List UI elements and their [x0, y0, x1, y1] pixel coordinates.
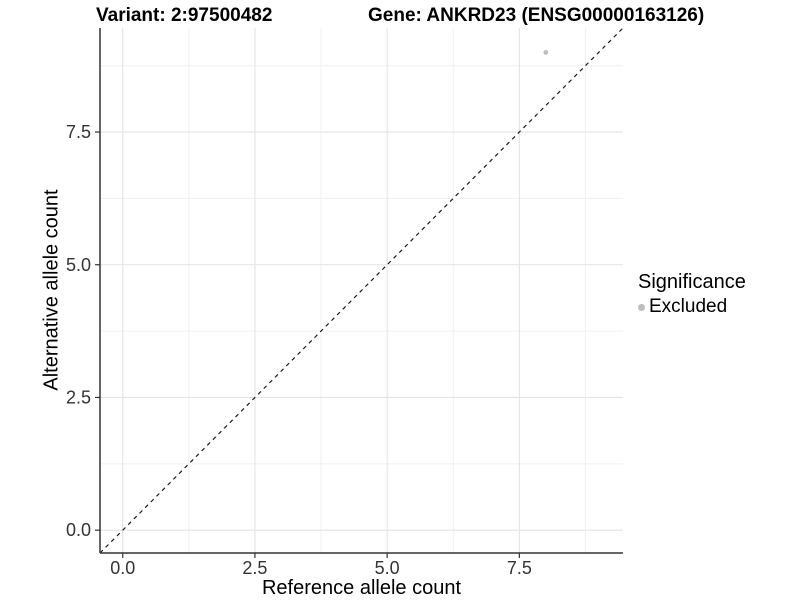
- plot-title-variant: Variant: 2:97500482: [96, 5, 273, 26]
- y-tick-label: 2.5: [66, 387, 91, 407]
- y-tick-label: 5.0: [66, 255, 91, 275]
- x-tick-label: 0.0: [110, 558, 135, 578]
- plot-title-gene: Gene: ANKRD23 (ENSG00000163126): [368, 5, 705, 26]
- y-tick-label: 0.0: [66, 520, 91, 540]
- legend-item-label: Excluded: [649, 296, 728, 317]
- x-axis-title: Reference allele count: [261, 577, 461, 599]
- y-axis-title: Alternative allele count: [40, 189, 63, 391]
- x-tick-label: 2.5: [242, 558, 267, 578]
- x-tick-label: 7.5: [507, 558, 532, 578]
- legend-key-dot: [638, 303, 645, 311]
- y-tick-label: 7.5: [66, 122, 91, 142]
- legend-item-excluded: Excluded: [638, 296, 746, 318]
- legend-title: Significance: [638, 271, 746, 293]
- data-point-excluded: [543, 50, 549, 55]
- legend: Significance Excluded: [638, 271, 746, 318]
- x-tick-label: 5.0: [375, 558, 400, 578]
- identity-dashed-line: [99, 27, 624, 554]
